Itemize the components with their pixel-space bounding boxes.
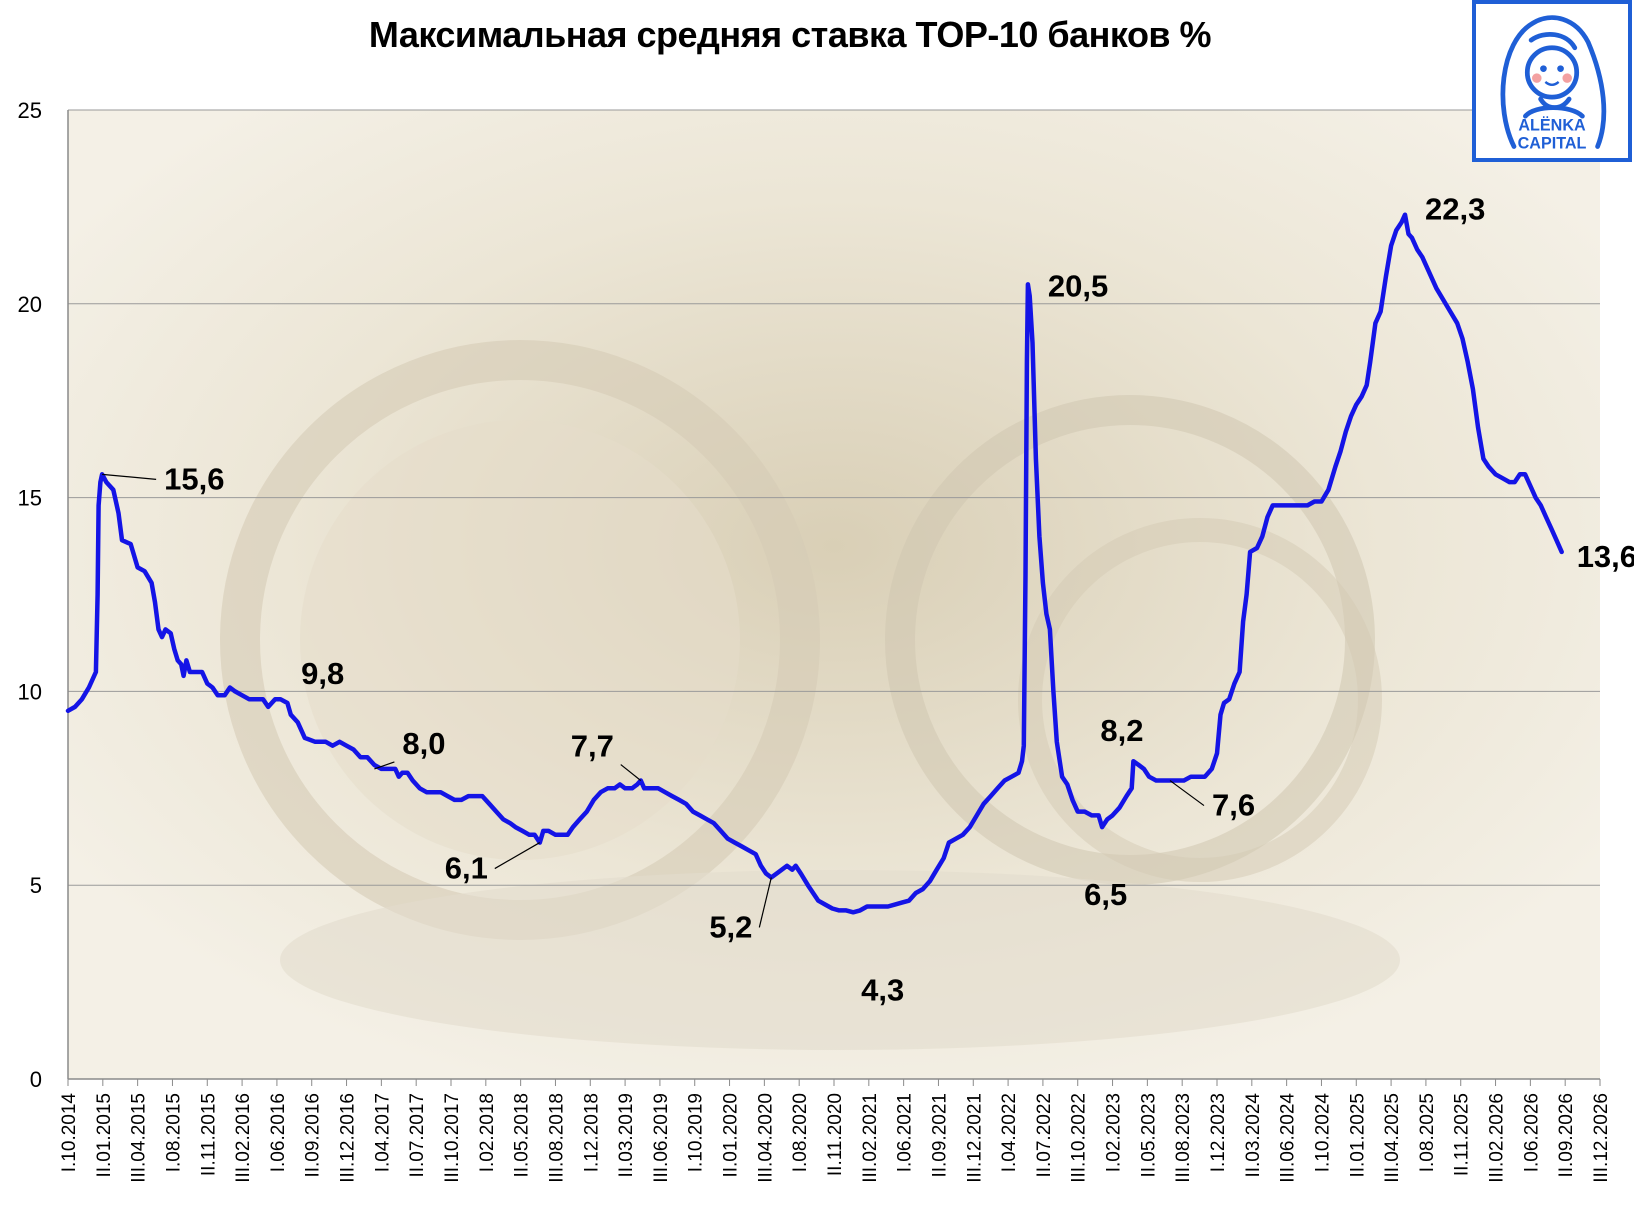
data-label: 9,8 [301, 656, 344, 691]
x-tick-label: III.08.2018 [546, 1093, 567, 1183]
data-label: 15,6 [164, 461, 224, 496]
data-label: 7,7 [571, 729, 614, 764]
x-tick-label: III.12.2021 [964, 1093, 985, 1183]
data-label: 6,1 [445, 851, 488, 886]
x-tick-label: I.10.2014 [59, 1093, 80, 1173]
x-tick-label: III.12.2016 [338, 1093, 359, 1183]
x-tick-label: III.02.2016 [233, 1093, 254, 1183]
x-tick-label: I.04.2022 [999, 1093, 1020, 1172]
x-tick-label: I.12.2023 [1208, 1093, 1229, 1172]
x-tick-label: I.10.2019 [686, 1093, 707, 1172]
x-tick-label: I.02.2023 [1104, 1093, 1125, 1172]
x-tick-label: I.04.2017 [372, 1093, 393, 1172]
x-tick-label: III.10.2017 [442, 1093, 463, 1183]
x-tick-label: III.04.2020 [755, 1093, 776, 1183]
x-tick-label: III.06.2024 [1278, 1093, 1299, 1183]
x-tick-label: II.01.2025 [1347, 1093, 1368, 1178]
label-leader-line [1169, 780, 1205, 807]
x-tick-label: II.07.2017 [407, 1093, 428, 1178]
series-group [65, 212, 1564, 915]
x-tick-label: II.11.2025 [1452, 1093, 1473, 1176]
x-tick-label: I.08.2020 [790, 1093, 811, 1172]
x-tick-label: I.06.2021 [895, 1093, 916, 1172]
x-tick-label: III.08.2023 [1173, 1093, 1194, 1183]
data-label: 8,2 [1100, 713, 1143, 748]
data-labels: 15,6 9,8 8,0 6,1 7,7 5,2 4,3 20,5 6,5 8,2 7,6 22,3 1… [164, 192, 1634, 1008]
y-tick-label: 25 [18, 98, 42, 123]
label-leader-line [494, 842, 541, 870]
alenka-capital-logo: ALЁNKA CAPITAL [1472, 0, 1632, 162]
x-tick-label: I.10.2024 [1312, 1093, 1333, 1173]
x-tick-label: II.11.2020 [825, 1093, 846, 1176]
y-tick-label: 5 [30, 873, 42, 898]
x-tick-label: I.08.2015 [163, 1093, 184, 1172]
x-tick-label: III.06.2019 [651, 1093, 672, 1183]
x-tick-label: I.02.2018 [477, 1093, 498, 1172]
series-line-0 [65, 212, 1564, 915]
data-label: 22,3 [1425, 192, 1485, 227]
axes [67, 110, 1601, 1086]
y-tick-label: 15 [18, 486, 42, 511]
data-label: 5,2 [709, 909, 752, 944]
x-tick-label: II.01.2020 [721, 1093, 742, 1178]
plot-background [68, 110, 1600, 1079]
chart-title: Максимальная средняя ставка TOP-10 банко… [368, 14, 1212, 55]
logo-text-line2: CAPITAL [1518, 134, 1587, 152]
y-tick-labels: 0 5 10 15 20 25 [18, 98, 42, 1092]
x-tick-label: III.10.2022 [1069, 1093, 1090, 1183]
x-tick-label: II.03.2019 [616, 1093, 637, 1178]
x-tick-label: III.02.2021 [860, 1093, 881, 1183]
x-tick-label: II.03.2024 [1243, 1093, 1264, 1178]
label-leader-line [102, 473, 157, 480]
data-label: 4,3 [861, 972, 904, 1007]
x-tick-label: II.07.2022 [1034, 1093, 1055, 1178]
x-tick-label: II.09.2021 [929, 1093, 950, 1178]
label-leaders [102, 473, 1205, 928]
logo-text-line1: ALЁNKA [1518, 116, 1586, 134]
x-tick-label: II.11.2015 [198, 1093, 219, 1176]
x-tick-label: I.12.2018 [581, 1093, 602, 1172]
y-tick-label: 0 [30, 1067, 42, 1092]
data-label: 7,6 [1212, 788, 1255, 823]
x-tick-label: III.02.2026 [1487, 1093, 1508, 1183]
x-tick-label: I.06.2016 [268, 1093, 289, 1172]
label-leader-line [620, 764, 642, 782]
data-label: 8,0 [402, 726, 445, 761]
x-tick-label: II.01.2015 [94, 1093, 115, 1178]
label-leader-line [374, 761, 395, 770]
x-tick-label: II.09.2016 [303, 1093, 324, 1178]
x-tick-label: III.04.2025 [1382, 1093, 1403, 1183]
x-tick-label: II.05.2023 [1138, 1093, 1159, 1178]
x-tick-label: I.08.2025 [1417, 1093, 1438, 1172]
data-label: 13,6 [1577, 539, 1634, 574]
grid-lines [68, 109, 1600, 886]
x-tick-label: III.12.2026 [1591, 1093, 1612, 1183]
x-tick-label: II.09.2026 [1556, 1093, 1577, 1178]
x-tick-labels: I.10.2014 II.01.2015 III.04.2015 I.08.2015 I… [59, 1093, 1612, 1183]
y-tick-label: 20 [18, 292, 42, 317]
data-label: 6,5 [1084, 877, 1127, 912]
x-tick-label: II.05.2018 [512, 1093, 533, 1178]
x-tick-label: III.04.2015 [129, 1093, 150, 1183]
data-label: 20,5 [1048, 268, 1108, 303]
y-tick-label: 10 [18, 679, 42, 704]
label-leader-line [758, 877, 772, 928]
x-tick-label: I.06.2026 [1521, 1093, 1542, 1172]
